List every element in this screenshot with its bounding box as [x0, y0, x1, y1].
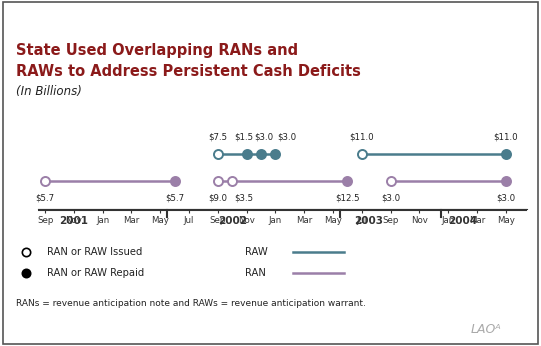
Text: 2004: 2004 — [448, 216, 477, 226]
Text: $3.5: $3.5 — [234, 193, 253, 202]
Text: RAN: RAN — [245, 268, 266, 278]
Text: $12.5: $12.5 — [335, 193, 360, 202]
Text: LAOᴬ: LAOᴬ — [471, 322, 502, 336]
Text: RANs = revenue anticipation note and RAWs = revenue anticipation warrant.: RANs = revenue anticipation note and RAW… — [16, 299, 366, 308]
Text: State Used Overlapping RANs and: State Used Overlapping RANs and — [16, 43, 298, 58]
Text: (In Billions): (In Billions) — [16, 85, 82, 98]
Text: $11.0: $11.0 — [493, 132, 518, 141]
Text: RAN or RAW Issued: RAN or RAW Issued — [47, 247, 142, 257]
Text: RAN or RAW Repaid: RAN or RAW Repaid — [47, 268, 144, 278]
Text: $9.0: $9.0 — [208, 193, 227, 202]
Text: Figure 6: Figure 6 — [12, 13, 67, 26]
Text: $3.0: $3.0 — [254, 132, 274, 141]
Text: $3.0: $3.0 — [278, 132, 296, 141]
Text: RAW: RAW — [245, 247, 268, 257]
Text: $11.0: $11.0 — [349, 132, 374, 141]
Text: $3.0: $3.0 — [496, 193, 516, 202]
Text: 2001: 2001 — [60, 216, 88, 226]
Text: 2002: 2002 — [218, 216, 247, 226]
Text: RAWs to Address Persistent Cash Deficits: RAWs to Address Persistent Cash Deficits — [16, 64, 361, 79]
Text: 2003: 2003 — [354, 216, 384, 226]
Text: $5.7: $5.7 — [165, 193, 184, 202]
Text: $3.0: $3.0 — [381, 193, 400, 202]
Text: $5.7: $5.7 — [36, 193, 55, 202]
Text: $1.5: $1.5 — [234, 132, 253, 141]
Text: $7.5: $7.5 — [208, 132, 227, 141]
